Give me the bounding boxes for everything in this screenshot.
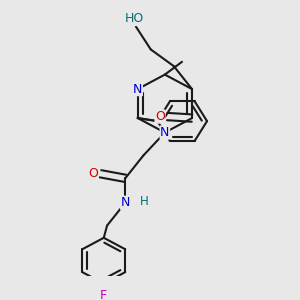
- Text: N: N: [121, 196, 130, 209]
- Text: N: N: [160, 126, 170, 139]
- Text: O: O: [155, 110, 165, 123]
- Text: HO: HO: [124, 12, 144, 26]
- Text: H: H: [140, 195, 149, 208]
- Text: F: F: [100, 289, 107, 300]
- Text: O: O: [88, 167, 98, 180]
- Text: N: N: [133, 82, 142, 96]
